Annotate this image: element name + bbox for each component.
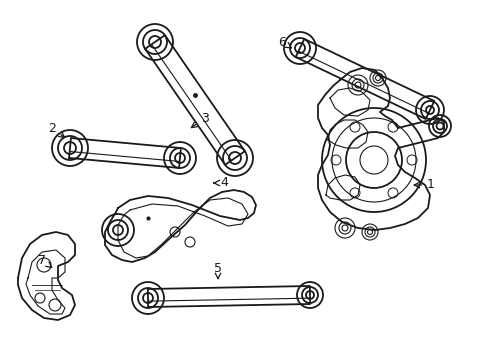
Text: 2: 2 — [48, 122, 65, 138]
Text: 6: 6 — [278, 36, 292, 49]
Text: 5: 5 — [214, 261, 222, 279]
Text: 4: 4 — [214, 176, 228, 189]
Text: 7: 7 — [38, 253, 52, 267]
Text: 1: 1 — [414, 179, 435, 192]
Text: 3: 3 — [192, 112, 209, 127]
